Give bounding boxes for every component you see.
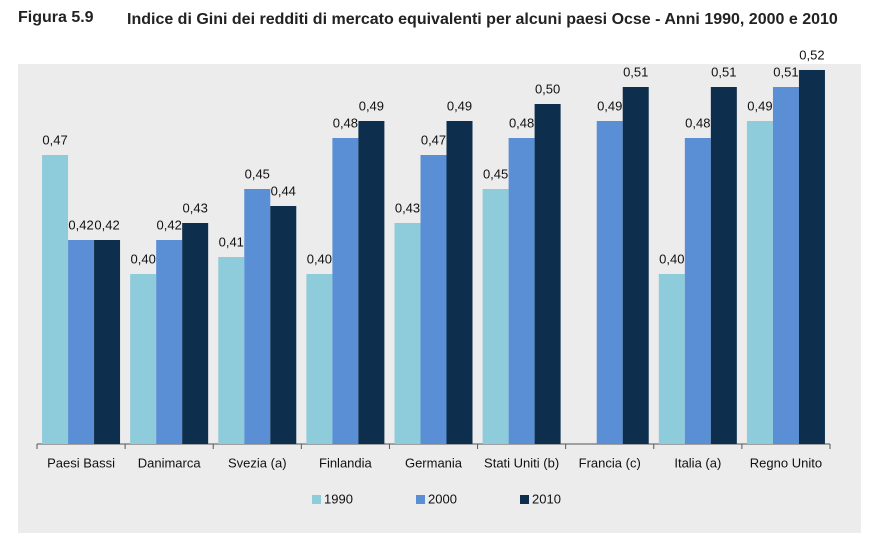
bar [596, 121, 623, 444]
bar [306, 274, 333, 444]
x-tick-label: Svezia (a) [228, 455, 287, 470]
bar [244, 189, 271, 444]
bar [420, 155, 447, 444]
bar [358, 121, 385, 444]
data-label: 0,40 [131, 251, 156, 266]
data-label: 0,40 [659, 251, 684, 266]
bar [218, 257, 245, 444]
bar [42, 155, 69, 444]
legend-swatch [312, 495, 321, 504]
x-tick-label: Stati Uniti (b) [484, 455, 559, 470]
legend-label: 1990 [324, 491, 353, 506]
bar [332, 138, 359, 444]
bar [482, 189, 509, 444]
data-label: 0,51 [623, 64, 648, 79]
data-label: 0,47 [421, 132, 446, 147]
data-label: 0,50 [535, 81, 560, 96]
data-label: 0,45 [245, 166, 270, 181]
data-label: 0,40 [307, 251, 332, 266]
bar [446, 121, 473, 444]
data-label: 0,51 [773, 64, 798, 79]
bar [182, 223, 209, 444]
bar [156, 240, 183, 444]
bar [394, 223, 421, 444]
bar [534, 104, 561, 444]
data-label: 0,49 [747, 98, 772, 113]
data-label: 0,52 [799, 47, 824, 62]
legend-label: 2010 [532, 491, 561, 506]
data-label: 0,45 [483, 166, 508, 181]
bar [130, 274, 157, 444]
data-label: 0,51 [711, 64, 736, 79]
bar [508, 138, 535, 444]
bar [772, 87, 799, 444]
bar [684, 138, 711, 444]
data-label: 0,42 [94, 217, 119, 232]
data-label: 0,48 [333, 115, 358, 130]
legend-label: 2000 [428, 491, 457, 506]
data-label: 0,44 [271, 183, 296, 198]
data-label: 0,42 [68, 217, 93, 232]
bar [798, 70, 825, 444]
data-label: 0,43 [183, 200, 208, 215]
bar [94, 240, 121, 444]
data-label: 0,49 [447, 98, 472, 113]
legend-swatch [520, 495, 529, 504]
x-tick-label: Danimarca [138, 455, 202, 470]
data-label: 0,42 [157, 217, 182, 232]
bar [622, 87, 649, 444]
x-tick-label: Germania [405, 455, 463, 470]
x-tick-label: Finlandia [319, 455, 373, 470]
header: Figura 5.9 Indice di Gini dei redditi di… [0, 0, 871, 60]
data-label: 0,48 [509, 115, 534, 130]
data-label: 0,48 [685, 115, 710, 130]
data-label: 0,41 [219, 234, 244, 249]
x-tick-label: Francia (c) [579, 455, 641, 470]
legend-swatch [416, 495, 425, 504]
bar [270, 206, 297, 444]
bar [746, 121, 773, 444]
bar [710, 87, 737, 444]
x-tick-label: Paesi Bassi [47, 455, 115, 470]
data-label: 0,47 [42, 132, 67, 147]
bar [658, 274, 685, 444]
x-tick-label: Regno Unito [750, 455, 822, 470]
data-label: 0,43 [395, 200, 420, 215]
bar [68, 240, 95, 444]
data-label: 0,49 [597, 98, 622, 113]
chart-title: Indice di Gini dei redditi di mercato eq… [127, 11, 838, 28]
figure-label: Figura 5.9 [18, 9, 94, 26]
x-tick-label: Italia (a) [674, 455, 721, 470]
data-label: 0,49 [359, 98, 384, 113]
